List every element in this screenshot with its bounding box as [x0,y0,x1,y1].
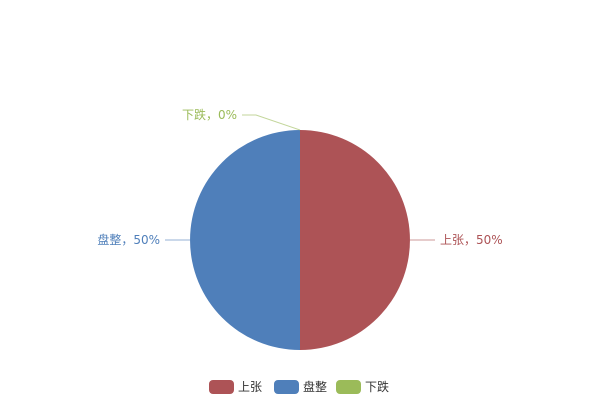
slice-label-1: 盘整，50% [97,232,160,247]
slice-label-2: 下跌，0% [182,107,237,122]
label-leader-line-2 [242,114,301,131]
legend-swatch-1[interactable] [274,380,299,394]
pie-slice-1[interactable] [190,130,300,350]
legend-swatch-2[interactable] [336,380,361,394]
legend-label-0[interactable]: 上张 [238,380,262,394]
legend-swatch-0[interactable] [209,380,234,394]
slice-label-0: 上张，50% [440,233,503,247]
pie-slice-0[interactable] [300,130,410,350]
legend-label-2[interactable]: 下跌 [365,379,389,394]
legend-label-1[interactable]: 盘整 [303,379,327,394]
